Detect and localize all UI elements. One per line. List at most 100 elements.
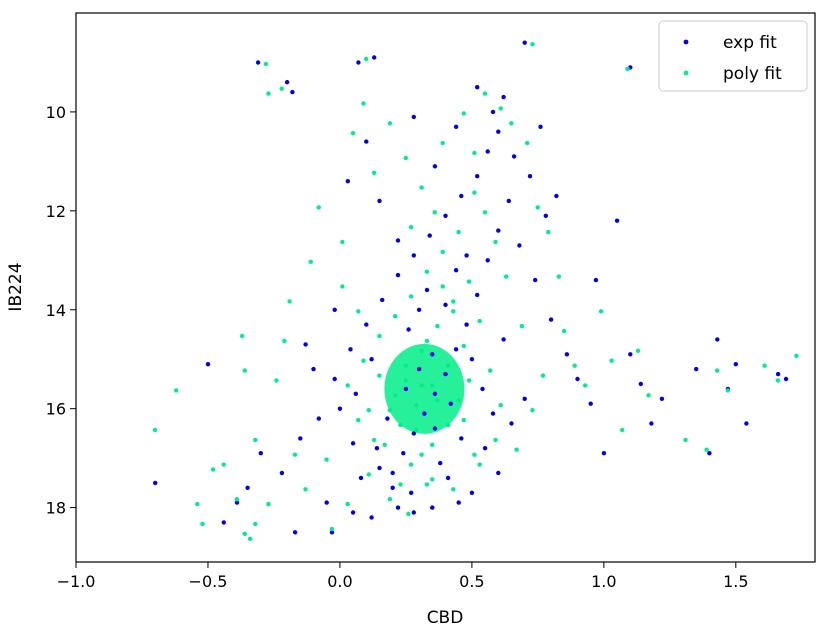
- point-poly-fit-69: [514, 447, 519, 452]
- point-exp-fit-2: [290, 89, 295, 95]
- point-exp-fit-118: [432, 426, 438, 431]
- point-exp-fit-84: [506, 198, 511, 204]
- point-poly-fit-115: [366, 408, 371, 413]
- point-exp-fit-3: [356, 60, 361, 65]
- point-exp-fit-68: [390, 485, 395, 490]
- x-tick-label-2: 0.0: [327, 572, 352, 591]
- point-poly-fit-45: [556, 274, 562, 279]
- point-poly-fit-9: [200, 521, 205, 527]
- point-poly-fit-109: [440, 284, 445, 289]
- point-poly-fit-37: [461, 111, 466, 116]
- point-poly-fit-77: [456, 229, 461, 235]
- point-exp-fit-83: [496, 129, 501, 134]
- point-exp-fit-56: [733, 362, 738, 367]
- point-exp-fit-105: [406, 327, 411, 332]
- point-exp-fit-69: [377, 465, 382, 471]
- point-exp-fit-10: [245, 485, 250, 490]
- point-poly-fit-122: [472, 452, 477, 457]
- point-exp-fit-63: [522, 396, 527, 401]
- point-exp-fit-64: [469, 490, 475, 495]
- point-poly-fit-108: [424, 338, 430, 344]
- point-exp-fit-99: [448, 401, 453, 406]
- point-poly-fit-61: [345, 501, 350, 507]
- point-exp-fit-34: [511, 154, 517, 159]
- point-poly-fit-25: [308, 259, 313, 264]
- point-poly-fit-46: [561, 328, 567, 334]
- point-exp-fit-38: [538, 124, 543, 129]
- point-exp-fit-76: [395, 272, 401, 278]
- point-poly-fit-27: [324, 457, 329, 462]
- point-poly-fit-43: [535, 205, 540, 210]
- point-exp-fit-8: [221, 520, 226, 525]
- point-exp-fit-25: [364, 139, 369, 144]
- point-poly-fit-3: [364, 56, 369, 62]
- point-poly-fit-24: [303, 487, 308, 492]
- point-poly-fit-81: [393, 314, 398, 319]
- point-exp-fit-107: [443, 302, 448, 307]
- point-poly-fit-113: [377, 373, 382, 378]
- x-tick-label-3: 0.5: [459, 572, 484, 591]
- point-poly-fit-93: [477, 318, 482, 324]
- point-poly-fit-87: [387, 408, 393, 413]
- point-exp-fit-4: [372, 55, 377, 60]
- point-exp-fit-82: [485, 149, 490, 154]
- point-poly-fit-72: [519, 323, 525, 329]
- point-poly-fit-14: [247, 536, 253, 541]
- point-exp-fit-79: [443, 213, 448, 218]
- point-poly-fit-26: [316, 205, 321, 210]
- point-poly-fit-67: [477, 462, 482, 467]
- point-poly-fit-75: [482, 210, 488, 215]
- point-exp-fit-37: [554, 193, 559, 199]
- point-poly-fit-74: [493, 239, 498, 245]
- point-poly-fit-4: [530, 42, 535, 47]
- point-exp-fit-36: [543, 213, 548, 218]
- point-poly-fit-112: [461, 417, 466, 423]
- point-exp-fit-74: [364, 322, 369, 327]
- point-poly-fit-125: [498, 403, 503, 408]
- point-poly-fit-15: [253, 521, 258, 527]
- point-poly-fit-6: [152, 427, 158, 433]
- point-poly-fit-68: [493, 437, 498, 443]
- point-poly-fit-105: [419, 383, 424, 388]
- point-poly-fit-70: [530, 408, 535, 413]
- point-poly-fit-36: [440, 140, 445, 146]
- point-poly-fit-54: [683, 437, 688, 443]
- point-poly-fit-116: [430, 477, 435, 482]
- point-poly-fit-110: [414, 427, 419, 433]
- point-exp-fit-18: [311, 366, 316, 372]
- point-poly-fit-80: [408, 294, 414, 299]
- point-poly-fit-106: [435, 398, 440, 403]
- point-poly-fit-62: [366, 472, 371, 477]
- point-poly-fit-94: [461, 343, 466, 349]
- point-exp-fit-113: [358, 475, 364, 481]
- point-poly-fit-22: [287, 299, 292, 304]
- point-poly-fit-58: [762, 363, 767, 368]
- y-axis: 10 12 14 16 18: [46, 103, 76, 518]
- point-poly-fit-76: [472, 190, 477, 195]
- point-exp-fit-27: [395, 238, 401, 243]
- point-exp-fit-44: [588, 401, 593, 406]
- point-exp-fit-110: [480, 386, 485, 392]
- point-exp-fit-72: [332, 376, 337, 382]
- point-poly-fit-111: [393, 393, 398, 398]
- point-poly-fit-16: [239, 333, 245, 339]
- point-exp-fit-35: [527, 174, 533, 179]
- point-poly-fit-49: [598, 309, 604, 314]
- point-poly-fit-95: [445, 363, 451, 368]
- point-poly-fit-104: [466, 378, 472, 383]
- point-poly-fit-82: [377, 333, 382, 339]
- point-poly-fit-117: [451, 309, 456, 314]
- x-tick-label-5: 1.5: [723, 572, 748, 591]
- point-exp-fit-88: [464, 322, 469, 327]
- point-exp-fit-5: [522, 40, 527, 45]
- point-exp-fit-71: [337, 406, 343, 411]
- point-poly-fit-63: [387, 497, 393, 502]
- point-exp-fit-17: [329, 530, 335, 535]
- point-exp-fit-108: [374, 446, 380, 451]
- point-poly-fit-18: [253, 437, 258, 443]
- point-exp-fit-67: [411, 510, 416, 515]
- point-poly-fit-73: [503, 274, 509, 279]
- point-poly-fit-30: [350, 131, 356, 136]
- point-poly-fit-123: [356, 309, 361, 314]
